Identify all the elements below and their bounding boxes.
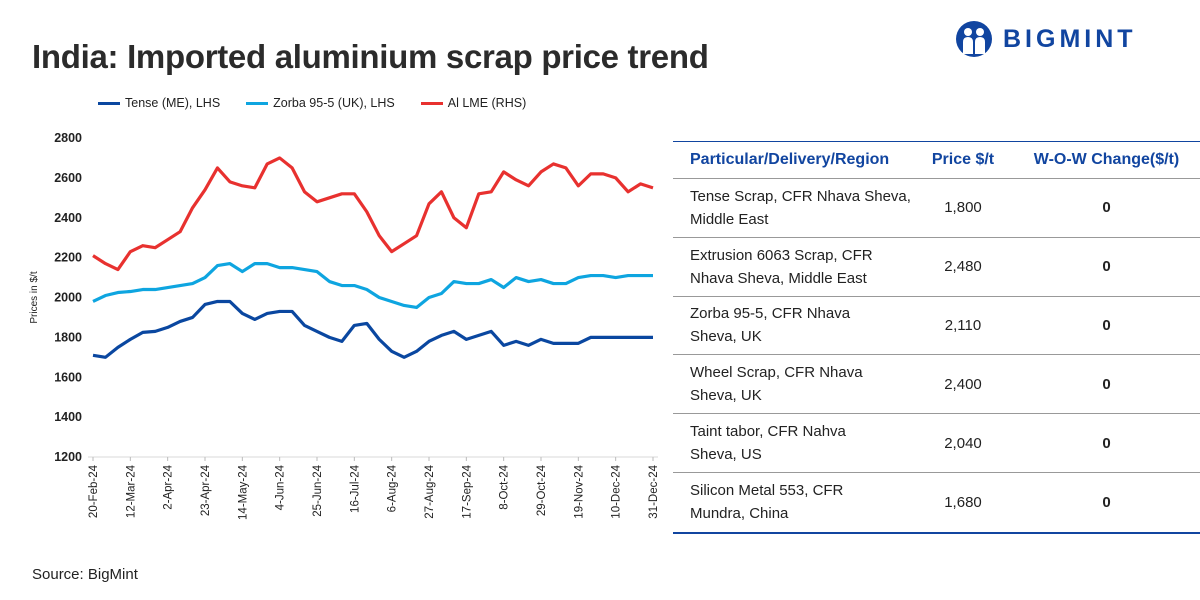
x-tick-label: 8-Oct-24 (499, 464, 511, 509)
change-cell: 0 (1102, 434, 1111, 452)
table-header: Particular/Delivery/Region Price $/t W-O… (673, 142, 1200, 179)
x-tick-label: 2-Apr-24 (163, 464, 175, 509)
particular-line: Extrusion 6063 Scrap, CFR (690, 246, 873, 264)
legend-swatch (246, 101, 269, 105)
particular-line: Taint tabor, CFR Nahva (690, 423, 846, 441)
bigmint-logo: BIGMINT (955, 20, 1137, 58)
legend-label: Zorba 95-5 (UK), LHS (273, 96, 395, 110)
x-tick-label: 31-Dec-24 (648, 464, 660, 518)
table-row: Taint tabor, CFR Nahva Sheva, US 2,040 0 (673, 414, 1200, 473)
y-tick-label: 2200 (54, 251, 82, 265)
y-tick-label: 2600 (54, 171, 82, 185)
particular-cell: Silicon Metal 553, CFR Mundra, China (673, 479, 913, 525)
series-line-tense (92, 299, 653, 359)
particular-line: Sheva, UK (690, 387, 762, 405)
price-line-chart: 1200 1400 1600 1800 2000 2200 2400 2600 2800 Pric… (29, 131, 660, 520)
particular-line: Silicon Metal 553, CFR (690, 482, 844, 500)
y-axis-label: Prices in $/t (29, 271, 40, 323)
y-tick-label: 2400 (54, 211, 82, 225)
x-tick-label: 25-Jun-24 (312, 464, 324, 516)
change-cell: 0 (1102, 199, 1111, 217)
particular-line: Sheva, UK (690, 328, 762, 346)
header-particular: Particular/Delivery/Region (690, 151, 890, 168)
y-tick-label: 1400 (54, 410, 82, 424)
price-cell: 2,480 (944, 258, 982, 276)
y-tick-label: 1200 (54, 450, 82, 464)
legend-item-lme: Al LME (RHS) (420, 96, 527, 110)
particular-line: Middle East (690, 210, 769, 228)
series-line-lme (92, 156, 654, 272)
particular-cell: Wheel Scrap, CFR Nhava Sheva, UK (673, 361, 913, 407)
logo-text: BIGMINT (1003, 24, 1137, 53)
header-price: Price $/t (931, 151, 995, 168)
particular-line: Wheel Scrap, CFR Nhava (690, 364, 863, 382)
table-row: Zorba 95-5, CFR Nhava Sheva, UK 2,110 0 (673, 297, 1200, 356)
y-tick-label: 1800 (54, 330, 82, 344)
legend-item-zorba: Zorba 95-5 (UK), LHS (246, 96, 395, 110)
price-cell: 2,040 (944, 434, 982, 452)
x-tick-label: 19-Nov-24 (573, 464, 585, 518)
y-tick-label: 1600 (54, 370, 82, 384)
y-tick-label: 2800 (54, 131, 82, 145)
page-title: India: Imported aluminium scrap price tr… (32, 38, 709, 75)
legend-label: Al LME (RHS) (447, 96, 527, 110)
table-row: Tense Scrap, CFR Nhava Sheva, Middle East… (673, 179, 1200, 238)
price-cell: 1,800 (944, 199, 982, 217)
source-note: Source: BigMint (32, 566, 138, 583)
x-tick-label: 4-Jun-24 (275, 464, 287, 510)
particular-cell: Extrusion 6063 Scrap, CFR Nhava Sheva, Mi… (673, 244, 913, 290)
x-tick-label: 27-Aug-24 (424, 464, 436, 518)
table-row: Extrusion 6063 Scrap, CFR Nhava Sheva, Mi… (673, 238, 1200, 297)
legend-swatch (420, 101, 443, 105)
logo-people-icon (956, 21, 992, 57)
change-cell: 0 (1102, 258, 1111, 276)
x-tick-label: 17-Sep-24 (461, 464, 473, 518)
change-cell: 0 (1102, 316, 1111, 334)
y-tick-label: 2000 (54, 291, 82, 305)
x-tick-label: 20-Feb-24 (88, 464, 100, 518)
legend-item-tense: Tense (ME), LHS (98, 96, 220, 110)
price-cell: 2,110 (944, 316, 982, 334)
table-row: Wheel Scrap, CFR Nhava Sheva, UK 2,400 0 (673, 355, 1200, 415)
legend-label: Tense (ME), LHS (125, 96, 221, 110)
x-tick-label: 23-Apr-24 (200, 464, 212, 516)
particular-cell: Tense Scrap, CFR Nhava Sheva, Middle East (673, 185, 913, 231)
particular-line: Sheva, US (690, 446, 762, 464)
particular-line: Mundra, China (690, 505, 789, 523)
price-cell: 2,400 (944, 375, 982, 393)
particular-line: Nhava Sheva, Middle East (690, 269, 867, 287)
change-cell: 0 (1102, 375, 1111, 393)
particular-cell: Taint tabor, CFR Nahva Sheva, US (673, 420, 913, 466)
particular-line: Tense Scrap, CFR Nhava Sheva, (690, 187, 911, 205)
particular-line: Zorba 95-5, CFR Nhava (690, 305, 851, 323)
x-tick-label: 29-Oct-24 (536, 464, 548, 516)
change-cell: 0 (1102, 493, 1111, 511)
legend-swatch (98, 101, 120, 105)
x-tick-label: 6-Aug-24 (387, 464, 399, 512)
x-tick-label: 12-Mar-24 (125, 464, 137, 518)
x-tick-label: 10-Dec-24 (611, 464, 623, 518)
particular-cell: Zorba 95-5, CFR Nhava Sheva, UK (673, 302, 913, 348)
price-table: Particular/Delivery/Region Price $/t W-O… (673, 141, 1200, 534)
header-change: W-O-W Change($/t) (1033, 151, 1180, 168)
table-row: Silicon Metal 553, CFR Mundra, China 1,680… (673, 473, 1200, 532)
series-line-zorba (92, 262, 653, 310)
x-tick-label: 14-May-24 (237, 464, 249, 520)
chart-legend: Tense (ME), LHS Zorba 95-5 (UK), LHS Al … (98, 96, 526, 110)
price-cell: 1,680 (944, 493, 982, 511)
x-tick-label: 16-Jul-24 (349, 464, 361, 513)
